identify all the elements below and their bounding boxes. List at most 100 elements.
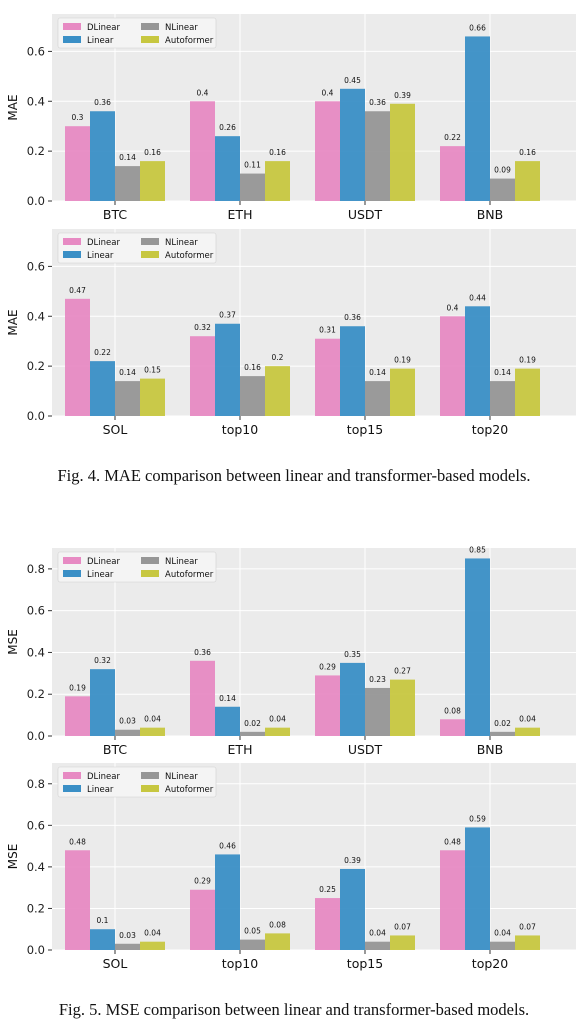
data-label: 0.4 [447, 303, 459, 312]
y-tick-label: 0.6 [27, 818, 45, 832]
data-label: 0.04 [144, 929, 161, 938]
data-label: 0.03 [119, 717, 136, 726]
data-label: 0.14 [219, 694, 236, 703]
bar-nlinear [365, 941, 390, 950]
data-label: 0.11 [244, 161, 261, 170]
legend-label-autoformer: Autoformer [165, 251, 214, 261]
bar-autoformer [390, 368, 415, 416]
bar-linear [215, 706, 240, 736]
bar-nlinear [115, 943, 140, 950]
bar-nlinear [365, 111, 390, 201]
data-label: 0.14 [119, 368, 136, 377]
bar-autoformer [140, 727, 165, 736]
data-label: 0.08 [269, 920, 286, 929]
data-label: 0.15 [144, 366, 161, 375]
data-label: 0.14 [119, 153, 136, 162]
x-tick-label: BTC [103, 207, 127, 222]
legend-label-nlinear: NLinear [165, 772, 198, 782]
fig4-caption: Fig. 4. MAE comparison between linear an… [57, 466, 531, 485]
x-tick-label: top15 [347, 956, 383, 971]
fig5-caption: Fig. 5. MSE comparison between linear an… [58, 1000, 530, 1019]
bar-linear [340, 662, 365, 736]
legend-label-linear: Linear [87, 785, 114, 795]
data-label: 0.03 [119, 931, 136, 940]
bar-linear [90, 361, 115, 416]
data-label: 0.31 [319, 326, 336, 335]
data-label: 0.39 [394, 91, 411, 100]
y-tick-label: 0.4 [27, 860, 45, 874]
bar-dlinear [440, 316, 465, 416]
bar-autoformer [265, 161, 290, 201]
x-tick-label: BNB [477, 207, 504, 222]
y-tick-label: 0.0 [27, 194, 45, 208]
x-tick-label: top10 [222, 956, 258, 971]
legend-label-dlinear: DLinear [87, 23, 120, 33]
bar-linear [340, 868, 365, 950]
legend-box [57, 232, 217, 264]
bar-autoformer [390, 103, 415, 201]
legend-swatch-dlinear [63, 772, 81, 779]
data-label: 0.07 [394, 922, 411, 931]
bar-linear [465, 36, 490, 201]
legend-box [57, 766, 217, 798]
data-label: 0.66 [469, 23, 486, 32]
data-label: 0.16 [519, 148, 536, 157]
x-tick-label: top20 [472, 956, 508, 971]
data-label: 0.59 [469, 814, 486, 823]
bar-linear [340, 88, 365, 201]
data-label: 0.48 [69, 837, 86, 846]
data-label: 0.27 [394, 667, 411, 676]
bar-nlinear [365, 687, 390, 736]
legend-swatch-dlinear [63, 557, 81, 564]
y-tick-label: 0.0 [27, 729, 45, 743]
data-label: 0.16 [269, 148, 286, 157]
bar-dlinear [65, 298, 90, 416]
y-axis-label: MAE [6, 309, 20, 335]
data-label: 0.37 [219, 311, 236, 320]
data-label: 0.85 [469, 545, 486, 554]
x-tick-label: top10 [222, 422, 258, 437]
legend-swatch-linear [63, 36, 81, 43]
legend-box [57, 17, 217, 49]
y-tick-label: 0.8 [27, 562, 45, 576]
bar-dlinear [190, 660, 215, 736]
x-tick-label: BNB [477, 742, 504, 757]
y-tick-label: 0.0 [27, 943, 45, 957]
bar-autoformer [140, 161, 165, 201]
x-tick-label: top15 [347, 422, 383, 437]
legend-label-linear: Linear [87, 570, 114, 580]
data-label: 0.46 [219, 841, 236, 850]
data-label: 0.48 [444, 837, 461, 846]
bar-dlinear [315, 338, 340, 416]
legend-box [57, 551, 217, 583]
y-axis-label: MSE [6, 844, 20, 870]
legend-swatch-autoformer [141, 36, 159, 43]
data-label: 0.04 [519, 715, 536, 724]
y-tick-label: 0.6 [27, 604, 45, 618]
bar-dlinear [65, 850, 90, 950]
legend-swatch-nlinear [141, 238, 159, 245]
data-label: 0.14 [494, 368, 511, 377]
bar-dlinear [65, 126, 90, 201]
bar-linear [340, 326, 365, 416]
data-label: 0.36 [94, 98, 111, 107]
legend-label-linear: Linear [87, 36, 114, 46]
data-label: 0.05 [244, 927, 261, 936]
legend-swatch-nlinear [141, 772, 159, 779]
legend-swatch-linear [63, 251, 81, 258]
bar-nlinear [490, 178, 515, 201]
bar-nlinear [240, 376, 265, 416]
legend-swatch-linear [63, 785, 81, 792]
data-label: 0.22 [94, 348, 111, 357]
data-label: 0.02 [494, 719, 511, 728]
y-tick-label: 0.2 [27, 901, 45, 915]
data-label: 0.04 [269, 715, 286, 724]
bar-dlinear [190, 889, 215, 950]
data-label: 0.19 [519, 356, 536, 365]
data-label: 0.16 [144, 148, 161, 157]
data-label: 0.39 [344, 856, 361, 865]
y-axis-label: MAE [6, 94, 20, 120]
data-label: 0.35 [344, 650, 361, 659]
data-label: 0.16 [244, 363, 261, 372]
